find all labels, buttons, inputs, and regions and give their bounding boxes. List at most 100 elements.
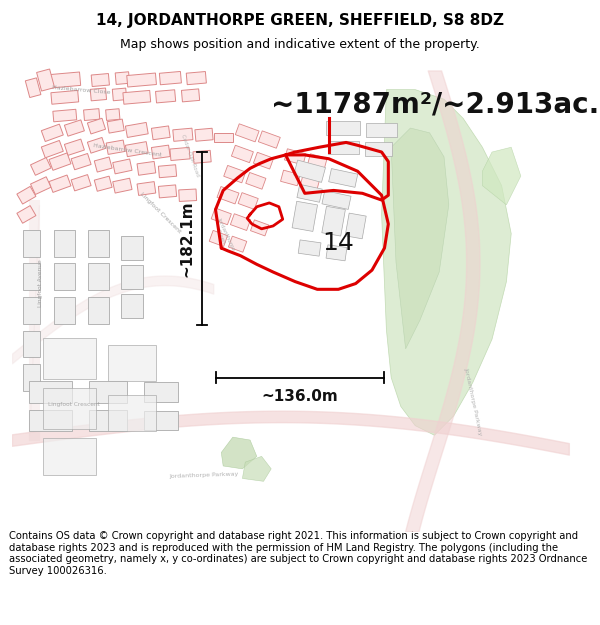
Bar — [94, 157, 112, 172]
Bar — [23, 364, 40, 391]
Bar — [123, 91, 151, 104]
Bar — [49, 153, 71, 171]
Bar — [214, 133, 233, 142]
Bar — [71, 174, 91, 191]
Bar — [246, 173, 266, 189]
Text: ~11787m²/~2.913ac.: ~11787m²/~2.913ac. — [271, 90, 599, 118]
Text: Jordanthorpe
Green: Jordanthorpe Green — [211, 217, 236, 254]
Text: Hazlebarrow Close: Hazlebarrow Close — [52, 86, 110, 96]
Bar — [195, 128, 213, 141]
Polygon shape — [221, 437, 257, 469]
Bar — [307, 154, 327, 169]
Bar — [107, 119, 124, 133]
Bar — [54, 263, 76, 290]
Bar — [106, 109, 120, 121]
Polygon shape — [242, 456, 271, 481]
Bar — [127, 73, 157, 87]
Text: Lingfoot Crescent: Lingfoot Crescent — [49, 402, 100, 408]
Bar — [23, 331, 40, 357]
Bar — [121, 265, 143, 289]
Bar — [115, 72, 130, 84]
Bar — [90, 88, 107, 101]
Bar — [170, 148, 190, 161]
Text: Hazlebarrow Crescent: Hazlebarrow Crescent — [92, 143, 162, 158]
Bar — [88, 230, 109, 257]
Bar — [292, 201, 317, 231]
Bar — [23, 230, 40, 257]
Text: Contains OS data © Crown copyright and database right 2021. This information is : Contains OS data © Crown copyright and d… — [9, 531, 587, 576]
Bar — [326, 121, 360, 135]
Bar — [326, 245, 347, 261]
Bar — [229, 236, 247, 252]
Bar — [235, 124, 259, 142]
Bar — [151, 145, 170, 159]
Bar — [108, 345, 156, 381]
Bar — [25, 78, 41, 98]
Bar — [158, 165, 176, 177]
Bar — [51, 91, 79, 104]
Text: Jordanthorpe Parkway: Jordanthorpe Parkway — [463, 368, 482, 436]
Bar — [71, 154, 91, 170]
Bar — [106, 140, 125, 154]
Bar — [23, 297, 40, 324]
Bar — [281, 170, 300, 186]
Bar — [144, 411, 178, 431]
Bar — [160, 71, 181, 85]
Bar — [41, 124, 63, 141]
Bar — [250, 220, 269, 236]
Bar — [329, 169, 358, 187]
Bar — [193, 151, 211, 163]
Bar — [53, 109, 77, 122]
Bar — [151, 126, 170, 140]
Bar — [298, 240, 321, 256]
Bar — [181, 89, 200, 102]
Text: 14: 14 — [322, 231, 355, 255]
Bar — [17, 206, 36, 223]
Bar — [179, 189, 197, 201]
Bar — [144, 382, 178, 402]
Bar — [121, 294, 143, 318]
Bar — [41, 141, 63, 158]
Bar — [54, 297, 76, 324]
Bar — [54, 230, 76, 257]
Bar — [64, 120, 85, 136]
Bar — [125, 122, 148, 138]
Bar — [88, 138, 106, 153]
Text: Jordanthorpe Parkway: Jordanthorpe Parkway — [169, 472, 239, 479]
Polygon shape — [391, 128, 449, 349]
Bar — [366, 122, 397, 137]
Polygon shape — [482, 148, 521, 205]
Bar — [113, 178, 132, 193]
Text: 14, JORDANTHORPE GREEN, SHEFFIELD, S8 8DZ: 14, JORDANTHORPE GREEN, SHEFFIELD, S8 8D… — [96, 13, 504, 28]
Bar — [88, 297, 109, 324]
Bar — [17, 186, 36, 204]
Text: ~182.1m: ~182.1m — [179, 200, 194, 277]
Text: ~136.0m: ~136.0m — [262, 389, 338, 404]
Bar — [37, 69, 55, 91]
Text: Lingfoot Crescent: Lingfoot Crescent — [139, 192, 182, 234]
Bar — [224, 166, 246, 182]
Bar — [209, 231, 227, 246]
Bar — [91, 74, 109, 86]
Bar — [31, 158, 51, 175]
Bar — [253, 152, 274, 169]
Text: Map shows position and indicative extent of the property.: Map shows position and indicative extent… — [120, 38, 480, 51]
Bar — [88, 118, 106, 134]
Bar — [258, 131, 280, 148]
Bar — [94, 176, 112, 191]
Bar — [89, 410, 127, 431]
Bar — [121, 236, 143, 260]
Bar — [294, 160, 325, 182]
Bar — [108, 395, 156, 431]
Bar — [186, 71, 206, 84]
Bar — [300, 176, 319, 191]
Bar — [230, 214, 251, 231]
Bar — [365, 142, 392, 156]
Bar — [43, 338, 96, 379]
Bar — [238, 192, 258, 209]
Bar — [83, 109, 100, 121]
Bar — [217, 186, 239, 204]
Text: Cedar Oak Road: Cedar Oak Road — [179, 133, 200, 177]
Bar — [137, 161, 156, 175]
Bar — [125, 142, 148, 157]
